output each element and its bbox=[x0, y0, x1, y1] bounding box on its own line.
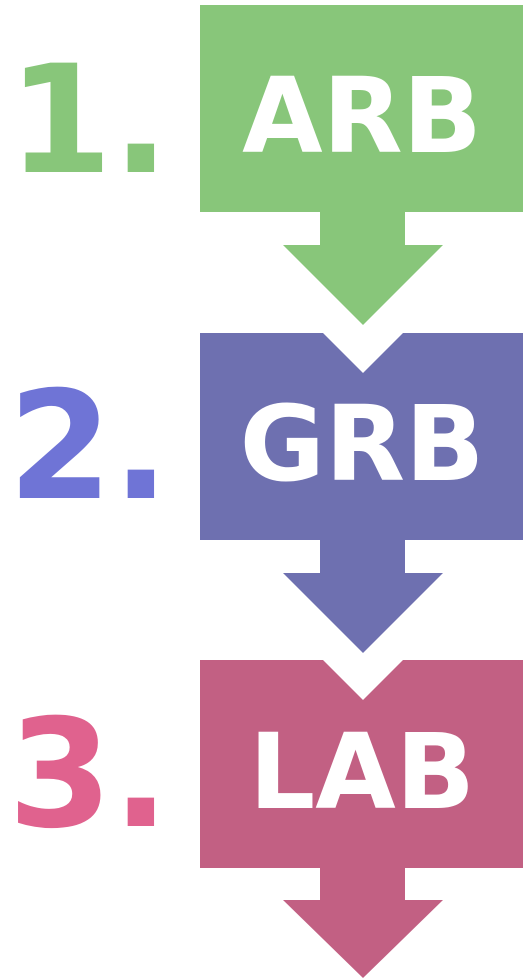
step-label: ARB bbox=[242, 55, 482, 177]
step-box bbox=[200, 660, 523, 868]
arrow bbox=[283, 868, 443, 978]
step: 3. LAB bbox=[8, 660, 523, 978]
step-box bbox=[200, 5, 523, 212]
step: 1. ARB bbox=[8, 5, 523, 325]
arrow bbox=[283, 540, 443, 653]
step-number: 1. bbox=[8, 34, 169, 208]
step-label: GRB bbox=[240, 383, 485, 505]
step-label: LAB bbox=[249, 711, 475, 833]
step-number: 3. bbox=[8, 688, 169, 862]
step-box bbox=[200, 333, 523, 540]
step: 2. GRB bbox=[8, 333, 523, 653]
step-number: 2. bbox=[8, 360, 169, 534]
arrow bbox=[283, 212, 443, 325]
